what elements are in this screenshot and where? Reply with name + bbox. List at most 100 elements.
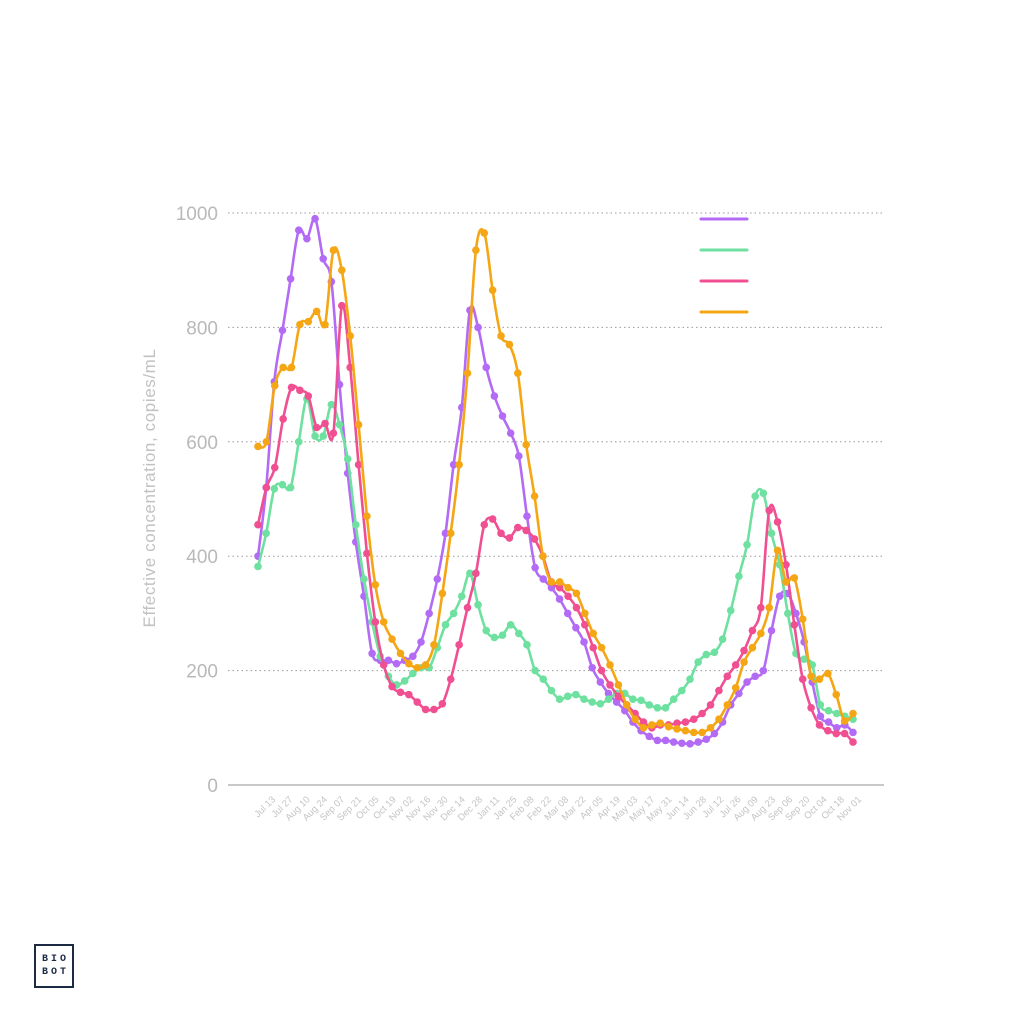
data-point — [669, 738, 678, 746]
data-point — [421, 661, 430, 669]
data-point — [472, 246, 480, 254]
data-point — [319, 254, 328, 263]
data-point — [710, 729, 719, 738]
data-point — [572, 603, 581, 612]
data-point — [368, 649, 376, 658]
data-point — [354, 420, 363, 429]
data-point — [523, 641, 531, 649]
data-point — [832, 709, 841, 718]
y-axis-ticks: 0 200 400 600 800 1000 — [176, 204, 218, 797]
data-point — [563, 692, 572, 701]
data-point — [731, 683, 740, 692]
series-1 — [254, 214, 857, 748]
y-axis-label: Effective concentration, copies/mL — [140, 348, 159, 627]
data-point — [710, 648, 719, 657]
data-point — [765, 506, 773, 515]
data-point — [740, 658, 748, 666]
data-point — [505, 534, 514, 542]
data-point — [363, 549, 371, 558]
data-point — [597, 666, 606, 675]
data-point — [620, 706, 629, 715]
data-point — [379, 618, 388, 626]
data-point — [303, 234, 311, 243]
data-point — [588, 698, 596, 706]
data-point — [678, 739, 686, 748]
data-point — [782, 560, 790, 569]
data-point — [425, 609, 433, 618]
data-point — [790, 574, 799, 582]
data-point — [597, 643, 606, 652]
data-point — [312, 423, 321, 432]
data-point — [321, 320, 329, 329]
data-point — [482, 363, 491, 372]
data-point — [622, 701, 631, 709]
data-point — [505, 340, 514, 349]
data-point — [824, 718, 833, 726]
data-point — [488, 286, 497, 295]
data-point — [278, 326, 287, 335]
data-point — [441, 529, 450, 538]
data-point — [656, 719, 665, 728]
data-point — [604, 695, 613, 703]
data-point — [606, 681, 614, 689]
data-point — [335, 420, 344, 429]
data-point — [759, 666, 768, 675]
gridlines — [228, 212, 884, 672]
data-point — [715, 686, 723, 695]
data-point — [661, 703, 670, 712]
data-point — [506, 621, 515, 629]
data-point — [409, 669, 417, 678]
data-point — [686, 740, 694, 748]
data-point — [678, 686, 686, 695]
data-point — [270, 463, 279, 472]
data-point — [808, 678, 817, 686]
data-point — [296, 386, 304, 395]
data-point — [759, 489, 768, 498]
data-point — [767, 626, 776, 635]
logo-line-2: BOT — [41, 967, 69, 978]
data-point — [498, 412, 507, 420]
data-point — [384, 656, 393, 665]
data-point — [294, 226, 303, 234]
data-point — [775, 592, 784, 601]
data-point — [689, 728, 698, 737]
data-point — [798, 615, 807, 623]
data-point — [327, 400, 336, 409]
data-point — [530, 492, 539, 500]
data-point — [606, 661, 614, 669]
data-point — [723, 701, 732, 709]
data-point — [564, 592, 572, 601]
data-point — [815, 675, 824, 683]
data-point — [748, 626, 757, 635]
data-point — [530, 535, 539, 543]
data-point — [396, 688, 405, 697]
data-point — [661, 736, 670, 745]
logo-line-1: BIO — [41, 954, 69, 965]
data-point — [807, 703, 815, 712]
data-point — [329, 246, 338, 254]
data-point — [254, 562, 262, 571]
data-point — [490, 392, 499, 400]
data-point — [446, 529, 455, 538]
data-point — [312, 307, 321, 316]
data-point — [648, 721, 656, 729]
data-point — [726, 606, 735, 615]
data-point — [555, 695, 564, 703]
data-point — [669, 695, 678, 703]
data-point — [555, 595, 564, 603]
data-point — [482, 626, 491, 635]
data-point — [555, 578, 564, 586]
data-point — [513, 523, 522, 532]
data-point — [637, 696, 645, 705]
data-point — [539, 675, 548, 683]
data-point — [563, 609, 572, 618]
data-point — [531, 563, 539, 572]
data-point — [773, 518, 782, 526]
data-point — [639, 724, 648, 732]
data-point — [664, 722, 673, 731]
data-point — [765, 603, 773, 612]
data-point — [589, 643, 598, 652]
data-point — [645, 701, 654, 709]
series-2 — [254, 395, 857, 724]
